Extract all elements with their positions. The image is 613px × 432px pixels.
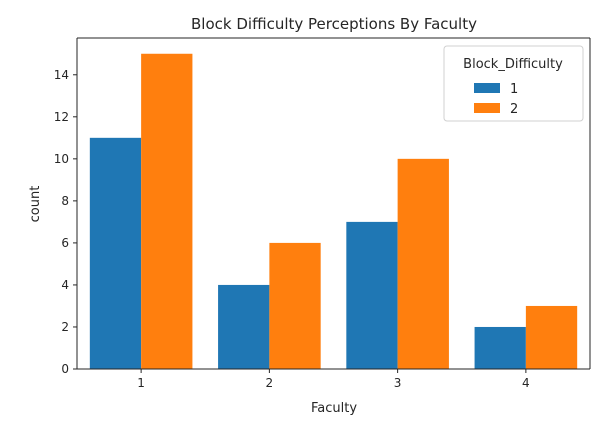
chart-title: Block Difficulty Perceptions By Faculty bbox=[191, 15, 477, 33]
legend-swatch-1 bbox=[474, 83, 500, 93]
y-tick-label: 4 bbox=[61, 278, 69, 292]
y-tick-label: 8 bbox=[61, 194, 69, 208]
legend-label-2: 2 bbox=[510, 102, 518, 117]
y-axis-label: count bbox=[28, 186, 43, 223]
legend-title: Block_Difficulty bbox=[463, 57, 563, 72]
bar-faculty-3-difficulty-2 bbox=[397, 158, 449, 369]
bar-faculty-2-difficulty-2 bbox=[269, 242, 321, 369]
x-tick-label: 2 bbox=[266, 376, 274, 390]
y-tick-label: 0 bbox=[61, 362, 69, 376]
bar-faculty-4-difficulty-1 bbox=[474, 326, 526, 369]
y-ticks: 0 2 4 6 8 10 12 14 bbox=[54, 68, 77, 376]
x-tick-label: 1 bbox=[137, 376, 145, 390]
bar-faculty-4-difficulty-2 bbox=[525, 305, 578, 369]
x-tick-label: 3 bbox=[394, 376, 402, 390]
bars-group bbox=[89, 53, 578, 370]
y-tick-label: 14 bbox=[54, 68, 69, 82]
x-tick-label: 4 bbox=[522, 376, 530, 390]
x-axis-label: Faculty bbox=[311, 401, 357, 416]
bar-faculty-1-difficulty-2 bbox=[141, 53, 193, 370]
bar-faculty-1-difficulty-1 bbox=[89, 137, 142, 369]
bar-faculty-2-difficulty-1 bbox=[218, 284, 270, 369]
x-ticks: 1 2 3 4 bbox=[137, 369, 530, 390]
y-tick-label: 12 bbox=[54, 110, 69, 124]
legend-swatch-2 bbox=[474, 103, 500, 113]
y-tick-label: 2 bbox=[61, 320, 69, 334]
legend-box bbox=[443, 45, 584, 122]
bar-faculty-3-difficulty-1 bbox=[346, 221, 398, 369]
y-tick-label: 10 bbox=[54, 152, 69, 166]
legend-label-1: 1 bbox=[510, 82, 518, 97]
axes-frame bbox=[76, 37, 591, 370]
legend: Block_Difficulty 1 2 bbox=[443, 45, 584, 122]
y-tick-label: 6 bbox=[61, 236, 69, 250]
